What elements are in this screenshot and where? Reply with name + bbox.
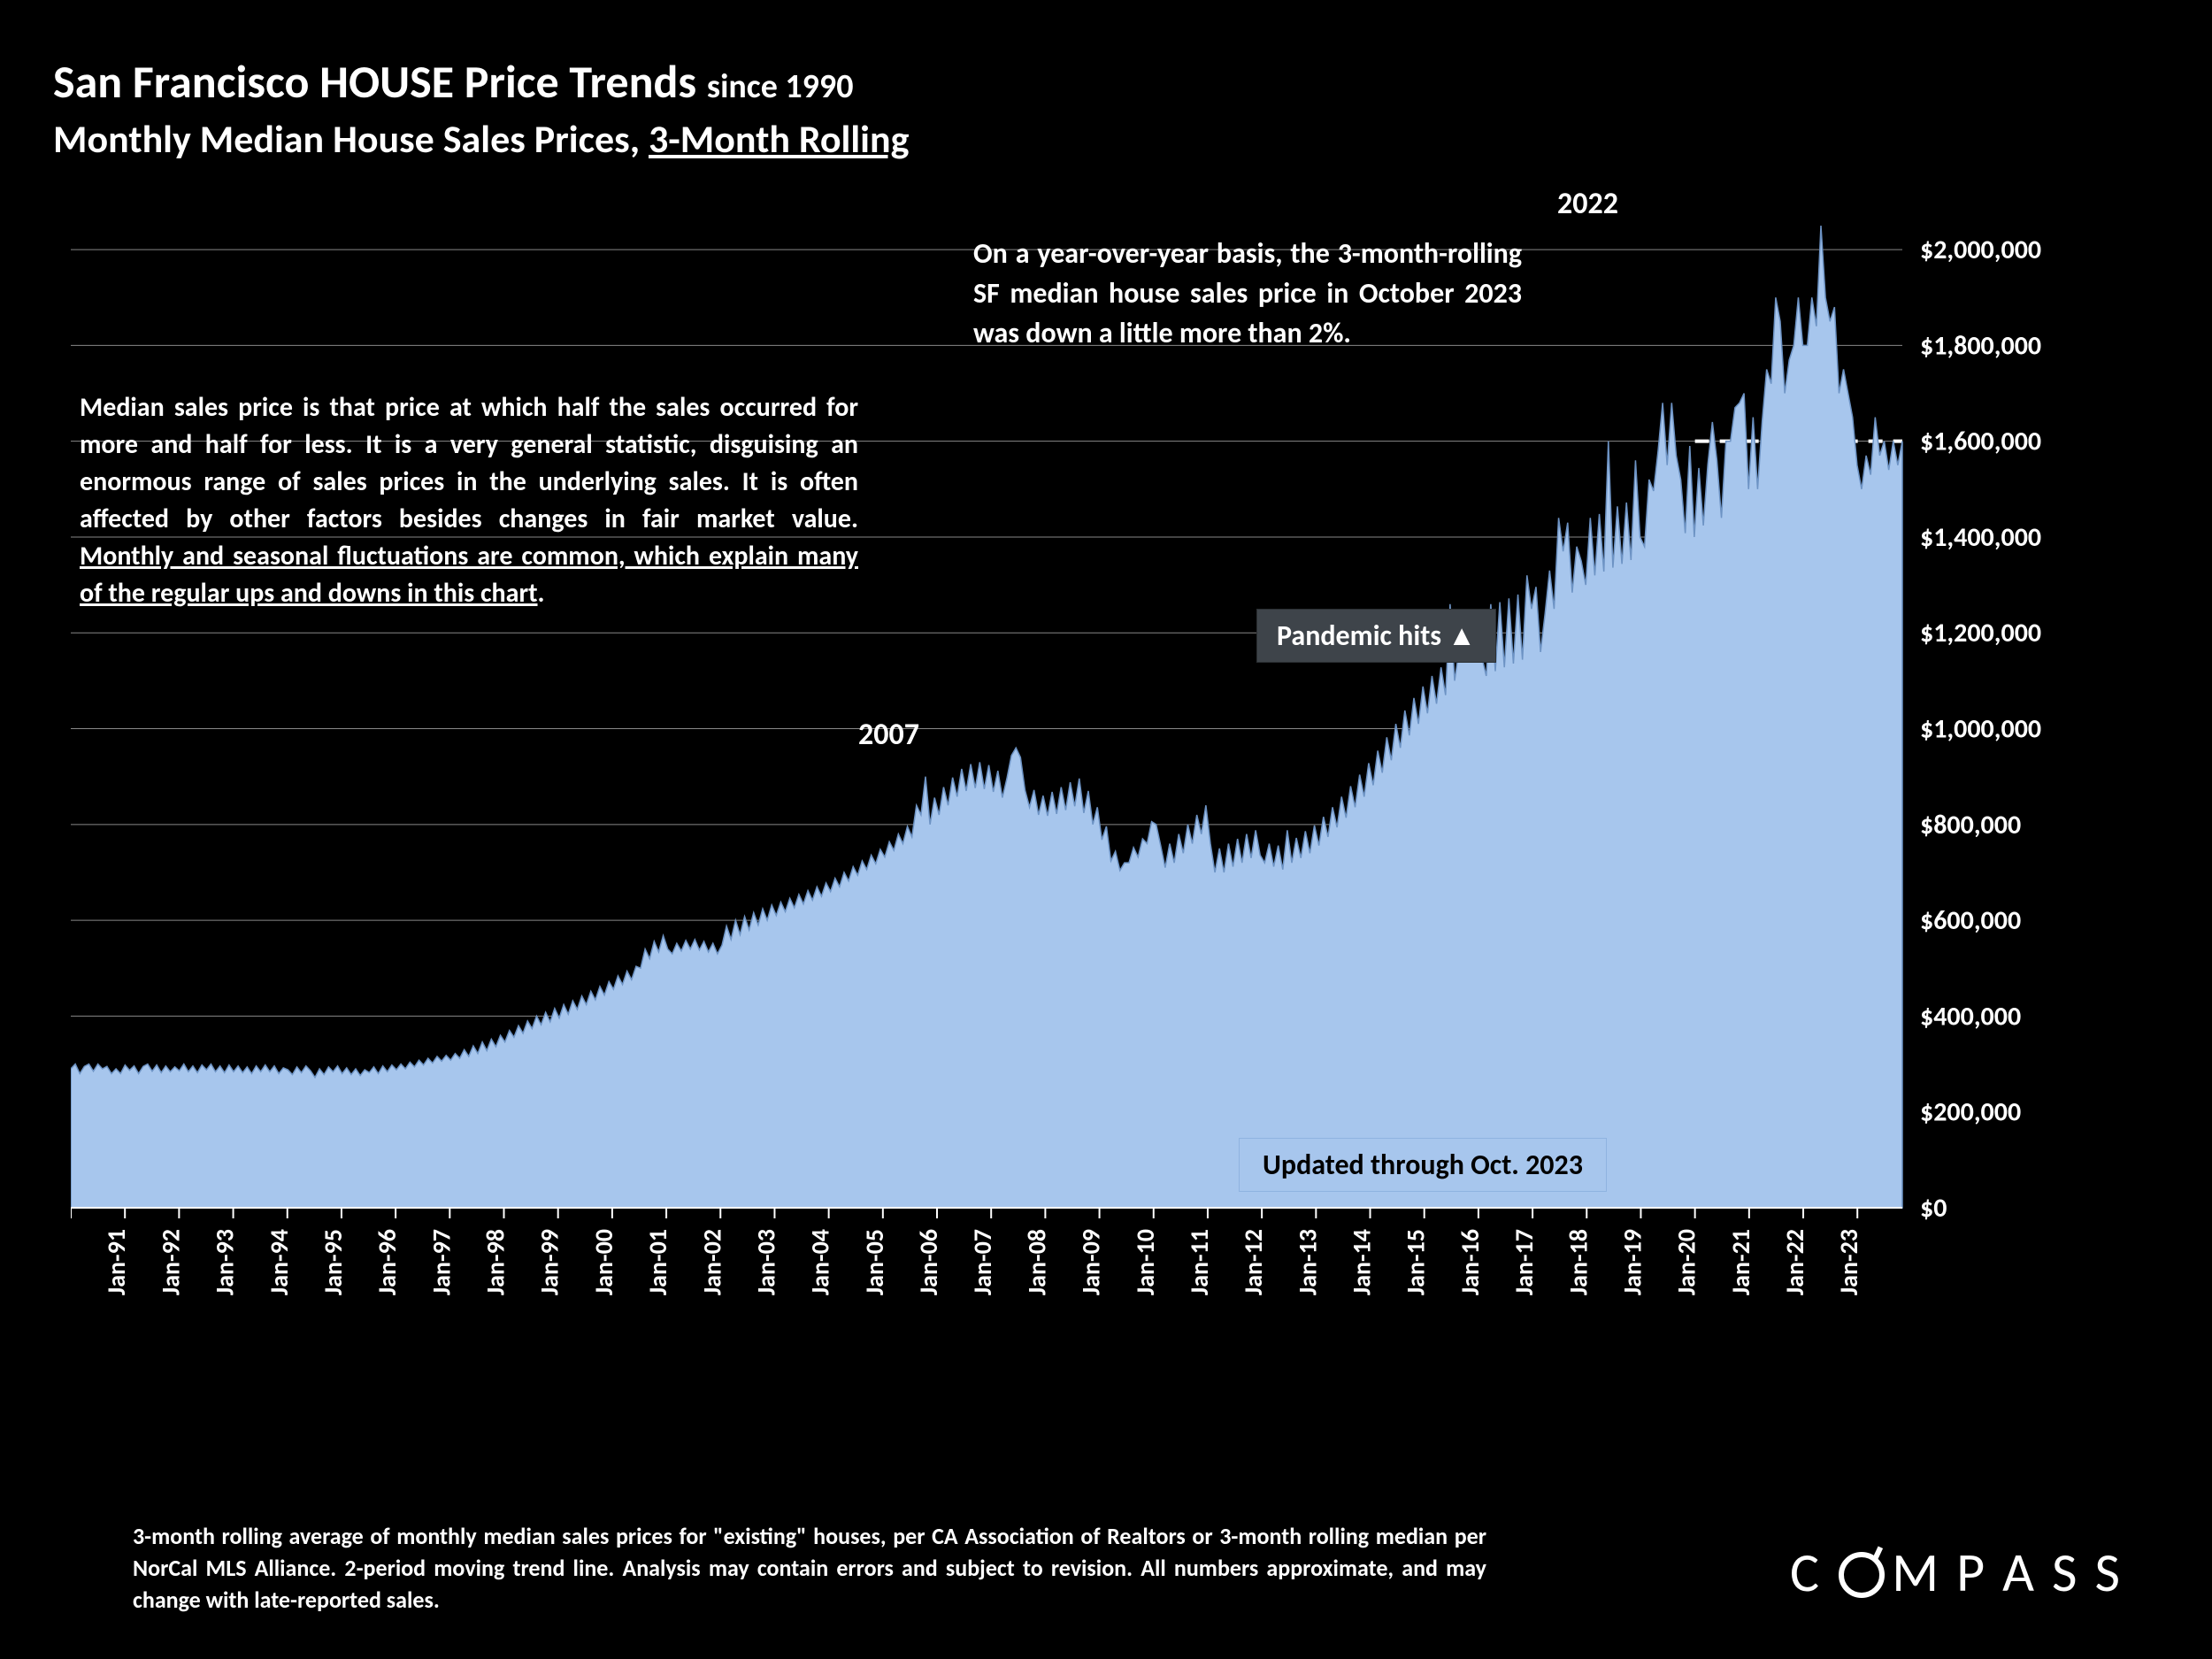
svg-text:Jan-10: Jan-10 (1130, 1229, 1161, 1295)
brand-letter: C (1790, 1539, 1832, 1606)
svg-text:Jan-90: Jan-90 (71, 1229, 78, 1295)
svg-text:Jan-92: Jan-92 (155, 1229, 186, 1295)
svg-text:Jan-19: Jan-19 (1617, 1229, 1647, 1295)
svg-text:$0: $0 (1920, 1192, 1947, 1225)
peak-label-2022: 2022 (1557, 186, 1618, 222)
svg-text:Jan-01: Jan-01 (642, 1229, 673, 1295)
svg-text:Jan-16: Jan-16 (1455, 1229, 1486, 1295)
svg-text:Jan-96: Jan-96 (372, 1229, 403, 1295)
footnote: 3-month rolling average of monthly media… (133, 1521, 1486, 1617)
updated-through-text: Updated through Oct. 2023 (1263, 1148, 1583, 1182)
svg-text:Jan-98: Jan-98 (480, 1229, 511, 1295)
svg-text:$800,000: $800,000 (1920, 809, 2021, 841)
pandemic-callout: Pandemic hits ▲ (1256, 609, 1496, 663)
svg-text:Jan-07: Jan-07 (967, 1229, 998, 1295)
title-line2-prefix: Monthly Median House Sales Prices, (53, 115, 649, 163)
pandemic-callout-text: Pandemic hits ▲ (1277, 618, 1476, 653)
svg-text:$1,200,000: $1,200,000 (1920, 617, 2041, 649)
svg-text:Jan-22: Jan-22 (1779, 1229, 1810, 1295)
title-line2-underline: 3-Month Rolling (649, 115, 909, 163)
brand-letter: P (1956, 1539, 1997, 1606)
title-since: since 1990 (707, 66, 854, 107)
svg-text:Jan-99: Jan-99 (534, 1229, 565, 1295)
compass-o-icon (1839, 1552, 1885, 1598)
title-prefix: San Francisco HOUSE Price Trends (53, 53, 696, 110)
svg-text:Jan-95: Jan-95 (318, 1229, 349, 1295)
svg-text:Jan-91: Jan-91 (101, 1229, 132, 1295)
svg-text:Jan-97: Jan-97 (426, 1229, 457, 1295)
svg-text:Jan-06: Jan-06 (913, 1229, 944, 1295)
updated-through-badge: Updated through Oct. 2023 (1239, 1138, 1607, 1192)
svg-text:Jan-00: Jan-00 (588, 1229, 619, 1295)
yoy-callout: On a year-over-year basis, the 3-month-r… (973, 234, 1522, 353)
chart-title: San Francisco HOUSE Price Trends since 1… (53, 53, 2159, 163)
svg-text:Jan-93: Jan-93 (210, 1229, 241, 1295)
svg-text:Jan-11: Jan-11 (1184, 1229, 1215, 1295)
area-series (71, 226, 1902, 1208)
svg-text:$1,800,000: $1,800,000 (1920, 329, 2041, 362)
svg-text:Jan-21: Jan-21 (1725, 1229, 1756, 1295)
median-explanation-plain: Median sales price is that price at whic… (80, 391, 858, 535)
svg-text:Jan-15: Jan-15 (1401, 1229, 1432, 1295)
brand-letter: S (2052, 1539, 2090, 1606)
svg-text:$1,600,000: $1,600,000 (1920, 426, 2041, 458)
svg-text:Jan-12: Jan-12 (1238, 1229, 1269, 1295)
svg-text:$2,000,000: $2,000,000 (1920, 234, 2041, 266)
brand-letter: S (2095, 1539, 2133, 1606)
svg-text:$200,000: $200,000 (1920, 1096, 2021, 1129)
svg-text:$1,400,000: $1,400,000 (1920, 521, 2041, 554)
svg-text:Jan-03: Jan-03 (750, 1229, 781, 1295)
svg-text:Jan-09: Jan-09 (1076, 1229, 1107, 1295)
svg-text:Jan-04: Jan-04 (805, 1229, 836, 1295)
svg-text:Jan-94: Jan-94 (264, 1229, 295, 1295)
median-explanation: Median sales price is that price at whic… (80, 389, 858, 612)
svg-text:Jan-18: Jan-18 (1563, 1229, 1594, 1295)
svg-text:$1,000,000: $1,000,000 (1920, 713, 2041, 746)
svg-text:Jan-05: Jan-05 (859, 1229, 890, 1295)
svg-text:Jan-08: Jan-08 (1021, 1229, 1052, 1295)
svg-text:Jan-23: Jan-23 (1833, 1229, 1864, 1295)
svg-text:Jan-13: Jan-13 (1292, 1229, 1323, 1295)
brand-letter: A (2002, 1539, 2047, 1606)
svg-text:$400,000: $400,000 (1920, 1000, 2021, 1033)
median-explanation-tail: . (538, 577, 545, 610)
svg-text:Jan-14: Jan-14 (1347, 1229, 1378, 1295)
peak-label-2007: 2007 (858, 717, 919, 753)
y-axis-labels: $0 $200,000 $400,000 $600,000 $800,000 $1,000… (1920, 234, 2041, 1225)
x-axis-labels: Jan-90 Jan-91 Jan-92 Jan-93 Jan-94 Jan-95 Jan-… (71, 1208, 1864, 1295)
svg-text:Jan-20: Jan-20 (1671, 1229, 1702, 1295)
svg-text:Jan-17: Jan-17 (1509, 1229, 1540, 1295)
median-explanation-underline: Monthly and seasonal fluctuations are co… (80, 540, 858, 610)
svg-text:Jan-02: Jan-02 (696, 1229, 727, 1295)
svg-text:$600,000: $600,000 (1920, 904, 2021, 937)
brand-letter: M (1892, 1539, 1951, 1606)
compass-logo: C M P A S S (1790, 1539, 2132, 1606)
